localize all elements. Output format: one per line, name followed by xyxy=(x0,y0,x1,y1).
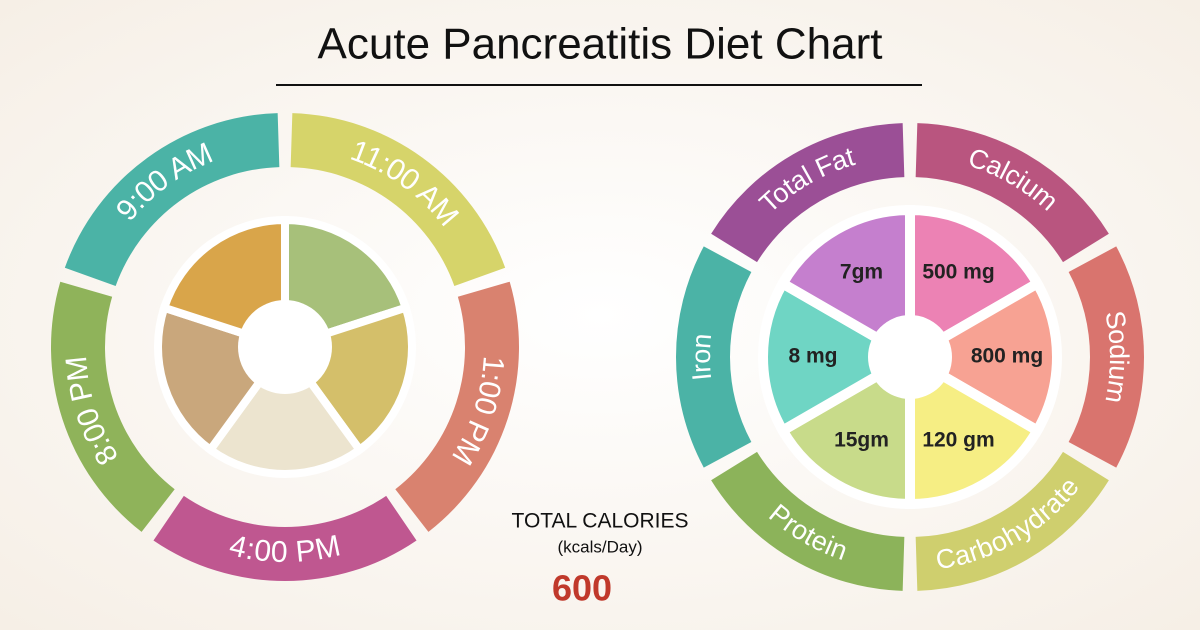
calories-value: 600 xyxy=(552,568,612,609)
nutrient-amount: 8 mg xyxy=(788,345,837,368)
nutrient-wedge xyxy=(775,348,915,510)
center-hole xyxy=(868,315,952,399)
nutrient-wedge xyxy=(905,204,1045,366)
meal-band xyxy=(290,113,506,287)
nutrient-amount: 500 mg xyxy=(922,261,994,284)
title: Acute Pancreatitis Diet Chart xyxy=(318,20,883,69)
nutrient-label-text: Sodium xyxy=(1099,308,1134,405)
nutrient-amount: 120 gm xyxy=(922,429,994,452)
nutrient-label: Iron xyxy=(686,332,717,381)
center-hole xyxy=(238,300,332,394)
nutrient-band xyxy=(711,451,905,591)
nutrient-wedge xyxy=(758,276,921,438)
nutrient-label-text: Iron xyxy=(686,332,717,381)
nutrient-label: Sodium xyxy=(1099,308,1134,405)
calories-label: TOTAL CALORIES xyxy=(512,510,689,533)
meal-band xyxy=(64,113,280,287)
nutrient-wedge xyxy=(775,204,915,366)
nutrient-band xyxy=(915,451,1109,591)
nutrient-amount: 800 mg xyxy=(971,345,1043,368)
food-photo xyxy=(204,340,366,478)
nutrient-amount: 7gm xyxy=(840,261,883,284)
nutrient-amount: 15gm xyxy=(834,429,889,452)
nutrient-band xyxy=(915,123,1109,263)
meal-band xyxy=(395,281,519,532)
meal-band xyxy=(153,495,417,582)
calories-unit: (kcals/Day) xyxy=(557,537,642,556)
nutrient-wedge xyxy=(899,276,1063,438)
nutrient-band xyxy=(711,123,905,263)
nutrient-wedge xyxy=(905,348,1045,510)
nutrient-band xyxy=(676,246,752,468)
nutrient-band xyxy=(1068,246,1144,468)
meal-band xyxy=(50,281,175,532)
